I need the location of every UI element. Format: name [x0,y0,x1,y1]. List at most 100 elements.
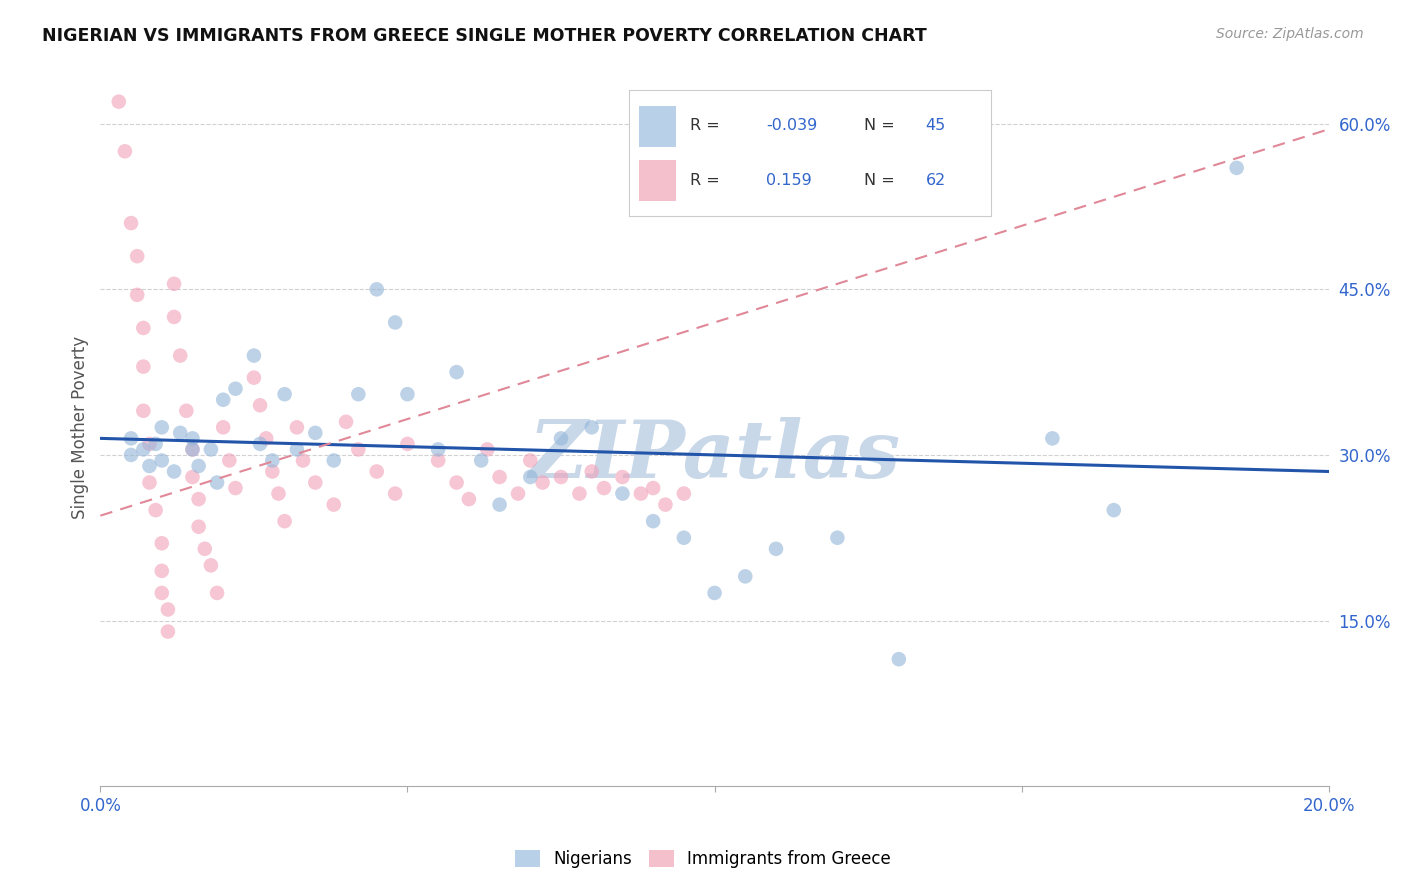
Legend: Nigerians, Immigrants from Greece: Nigerians, Immigrants from Greece [509,843,897,875]
Point [672,531,695,545]
Point [132,321,155,335]
Point [107,95,129,109]
Point [127,249,149,263]
Point [765,541,787,556]
Point [200,442,222,457]
Point [169,425,191,440]
Point [187,492,209,507]
Point [254,431,277,445]
Point [150,564,173,578]
Point [187,519,209,533]
Point [427,442,450,457]
Point [194,541,217,556]
Point [347,387,370,401]
Point [127,288,149,302]
Point [132,404,155,418]
Point [470,453,492,467]
Point [827,531,849,545]
Point [734,569,756,583]
Point [150,453,173,467]
Point [304,425,326,440]
Point [506,486,529,500]
Point [181,442,204,457]
Point [887,652,910,666]
Point [243,370,266,384]
Point [181,442,204,457]
Point [176,404,198,418]
Point [224,382,246,396]
Point [212,392,235,407]
Point [273,387,295,401]
Point [114,145,136,159]
Point [581,465,603,479]
Point [163,310,186,324]
Point [581,420,603,434]
Point [285,442,308,457]
Point [612,486,634,500]
Point [384,486,406,500]
Point [446,365,468,379]
Point [262,465,284,479]
Point [643,481,665,495]
Point [262,453,284,467]
Point [396,437,419,451]
Point [205,586,228,600]
Point [292,453,315,467]
Point [243,349,266,363]
Point [120,431,142,445]
Point [384,315,406,329]
Point [132,359,155,374]
Point [457,492,479,507]
Point [249,437,271,451]
Point [156,624,179,639]
Point [163,465,186,479]
Point [120,216,142,230]
Point [519,453,541,467]
Point [150,586,173,600]
Point [1102,503,1125,517]
Point [593,481,616,495]
Point [322,453,344,467]
Point [249,398,271,412]
Point [138,458,160,473]
Y-axis label: Single Mother Poverty: Single Mother Poverty [72,335,89,519]
Point [322,498,344,512]
Point [568,486,591,500]
Point [224,481,246,495]
Point [132,442,155,457]
Point [145,503,167,517]
Point [446,475,468,490]
Point [120,448,142,462]
Point [672,486,695,500]
Point [335,415,357,429]
Point [477,442,499,457]
Text: Source: ZipAtlas.com: Source: ZipAtlas.com [1216,27,1364,41]
Point [187,458,209,473]
Point [488,470,510,484]
Point [519,470,541,484]
Text: ZIPatlas: ZIPatlas [529,417,901,495]
Point [181,470,204,484]
Point [212,420,235,434]
Point [285,420,308,434]
Point [200,558,222,573]
Point [163,277,186,291]
Point [612,470,634,484]
Point [138,475,160,490]
Point [550,431,572,445]
Point [181,431,204,445]
Point [550,470,572,484]
Point [427,453,450,467]
Point [150,536,173,550]
Point [347,442,370,457]
Point [654,498,676,512]
Point [169,349,191,363]
Point [703,586,725,600]
Point [630,486,652,500]
Point [273,514,295,528]
Text: NIGERIAN VS IMMIGRANTS FROM GREECE SINGLE MOTHER POVERTY CORRELATION CHART: NIGERIAN VS IMMIGRANTS FROM GREECE SINGL… [42,27,927,45]
Point [150,420,173,434]
Point [1040,431,1063,445]
Point [643,514,665,528]
Point [1226,161,1249,175]
